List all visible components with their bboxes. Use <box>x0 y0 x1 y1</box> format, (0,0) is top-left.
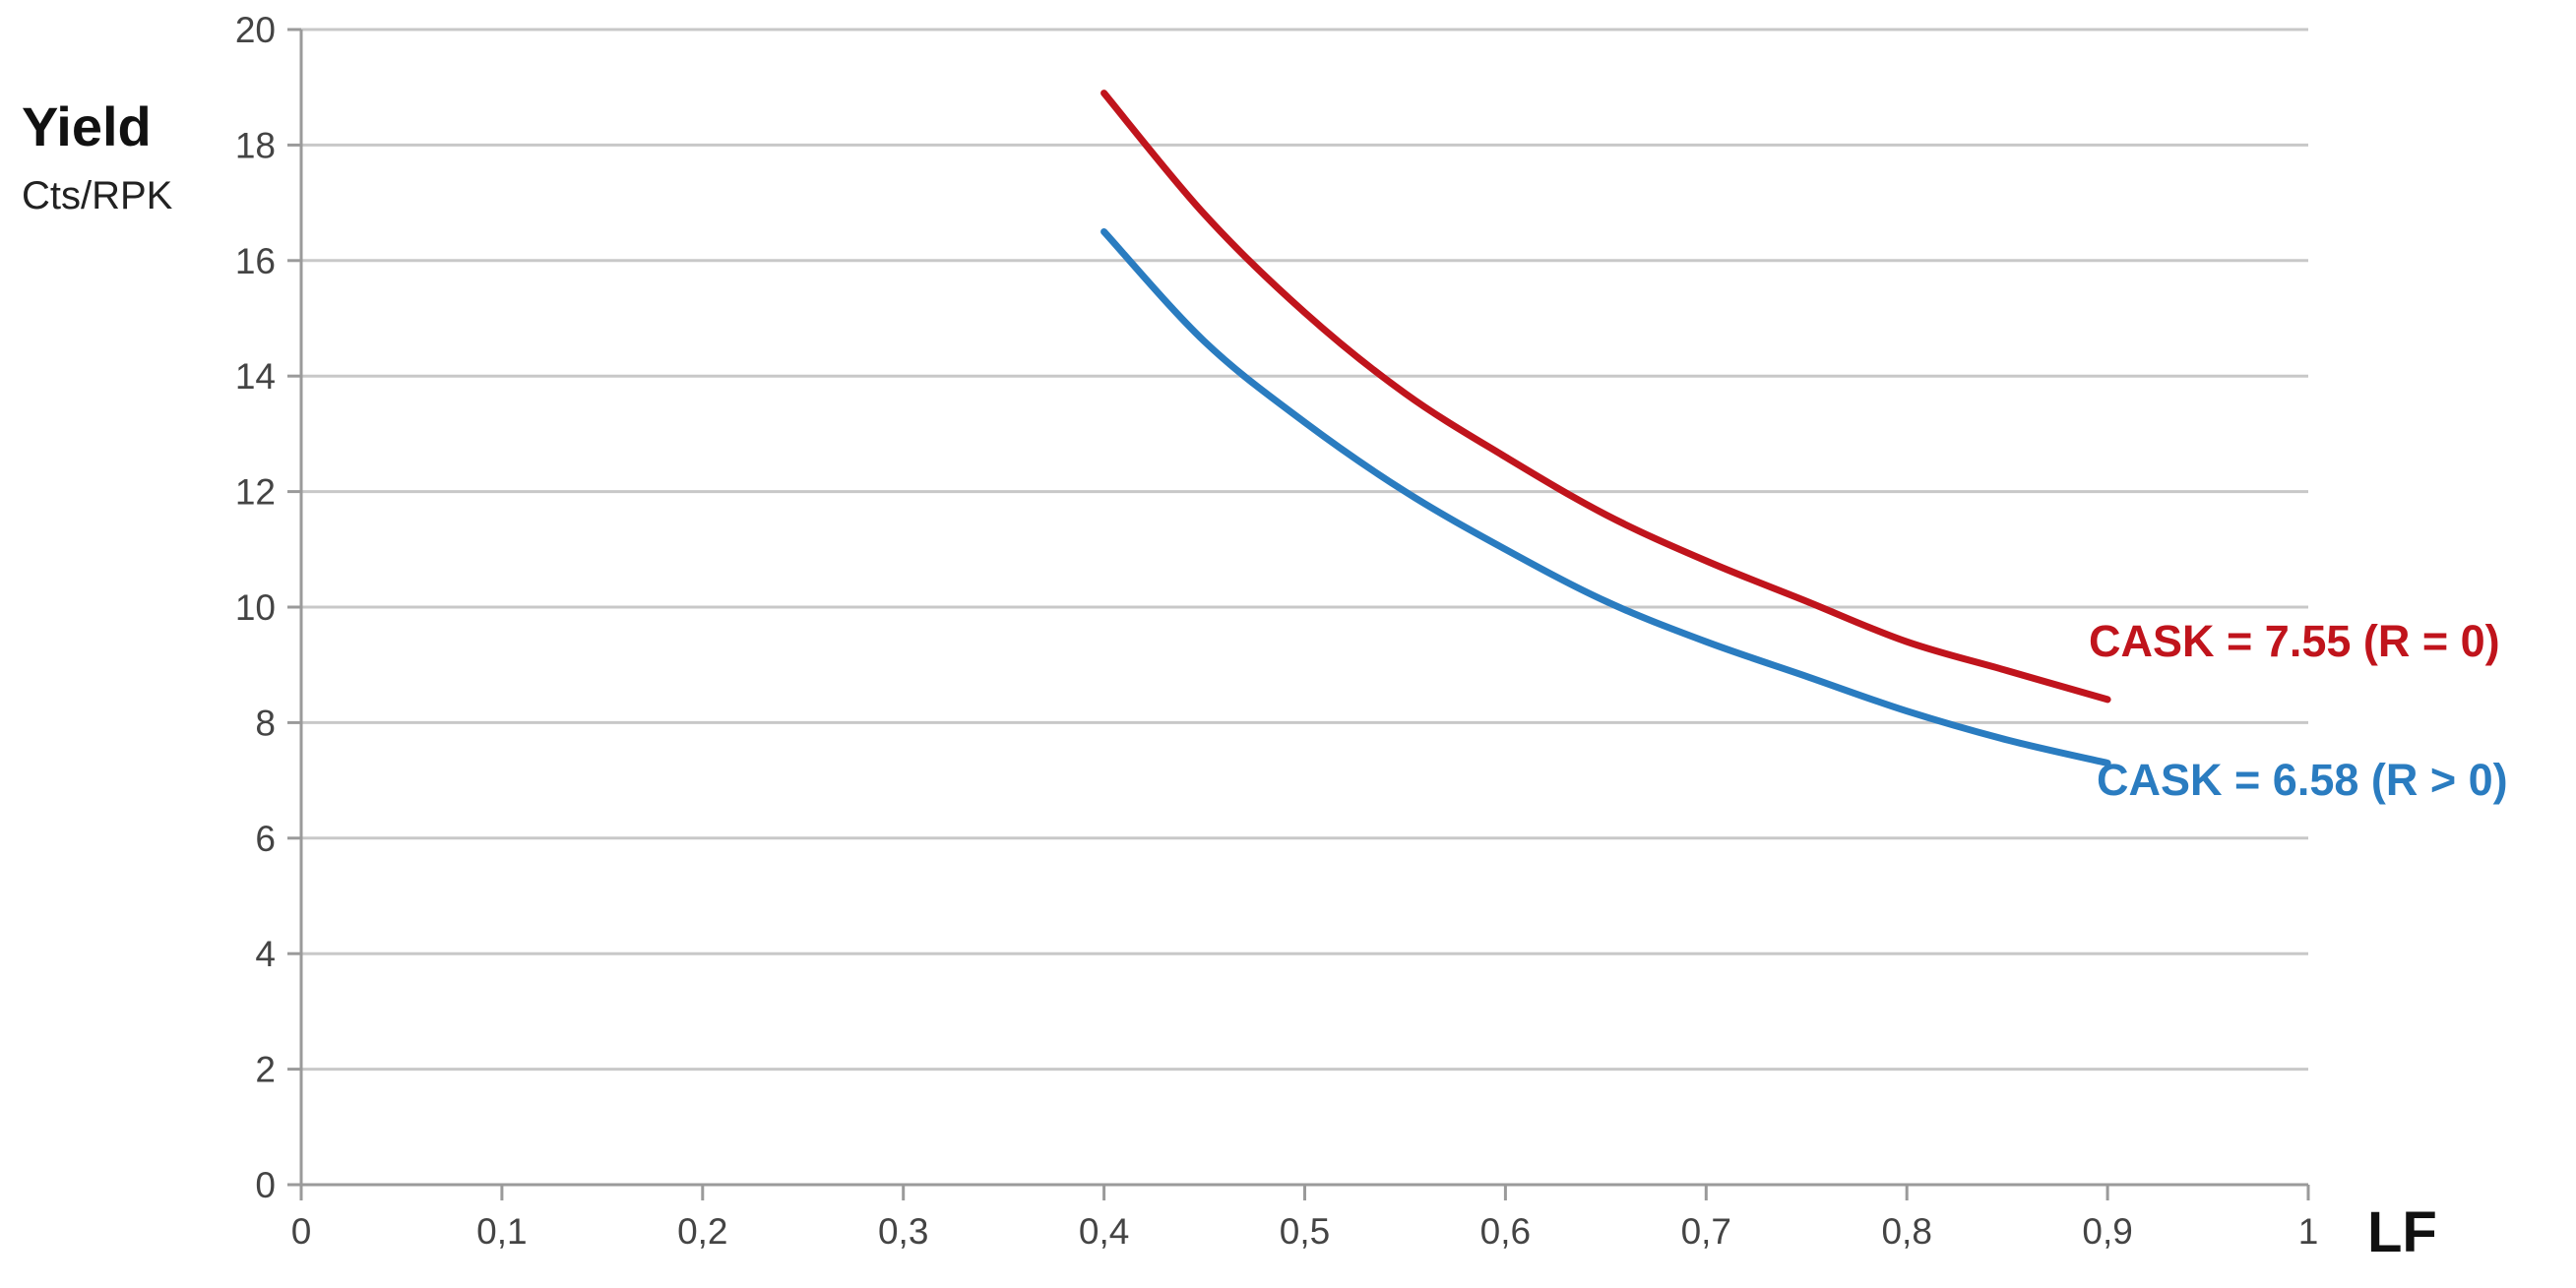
series-label-cask-6-58: CASK = 6.58 (R > 0) <box>2097 755 2508 805</box>
y-tick-label: 10 <box>235 587 276 628</box>
y-axis-title: Yield <box>22 95 152 157</box>
series-line-0 <box>1100 90 2111 704</box>
axes <box>287 28 2310 1200</box>
y-tick-label: 16 <box>235 241 276 281</box>
x-tick-label: 1 <box>2298 1211 2319 1252</box>
y-axis-unit: Cts/RPK <box>22 174 173 217</box>
y-tick-label: 4 <box>255 934 276 974</box>
x-tick-label: 0,3 <box>878 1211 928 1252</box>
x-tick-label: 0,2 <box>677 1211 727 1252</box>
y-tick-labels: 0 2 4 6 8 10 12 14 16 18 20 <box>235 10 276 1205</box>
y-tick-label: 18 <box>235 125 276 165</box>
y-tick-label: 8 <box>255 703 276 743</box>
x-tick-label: 0,7 <box>1681 1211 1731 1252</box>
x-axis-title: LF <box>2367 1200 2437 1264</box>
x-tick-label: 0,6 <box>1480 1211 1531 1252</box>
gridlines <box>301 28 2308 1072</box>
y-tick-label: 14 <box>235 356 276 397</box>
series-line-1 <box>1100 228 2111 767</box>
x-tick-label: 0,8 <box>1881 1211 1931 1252</box>
x-tick-labels: 0 0,1 0,2 0,3 0,4 0,5 0,6 0,7 0,8 0,9 1 <box>291 1211 2319 1252</box>
series-lines <box>1100 90 2111 767</box>
y-tick-label: 0 <box>255 1165 276 1205</box>
x-tick-label: 0 <box>291 1211 312 1252</box>
y-tick-label: 20 <box>235 10 276 50</box>
series-label-cask-7-55: CASK = 7.55 (R = 0) <box>2089 616 2500 666</box>
x-tick-label: 0,5 <box>1280 1211 1330 1252</box>
x-tick-label: 0,9 <box>2082 1211 2132 1252</box>
x-tick-label: 0,4 <box>1079 1211 1129 1252</box>
y-tick-label: 2 <box>255 1050 276 1090</box>
x-tick-label: 0,1 <box>476 1211 527 1252</box>
y-tick-label: 6 <box>255 819 276 859</box>
y-tick-label: 12 <box>235 472 276 513</box>
